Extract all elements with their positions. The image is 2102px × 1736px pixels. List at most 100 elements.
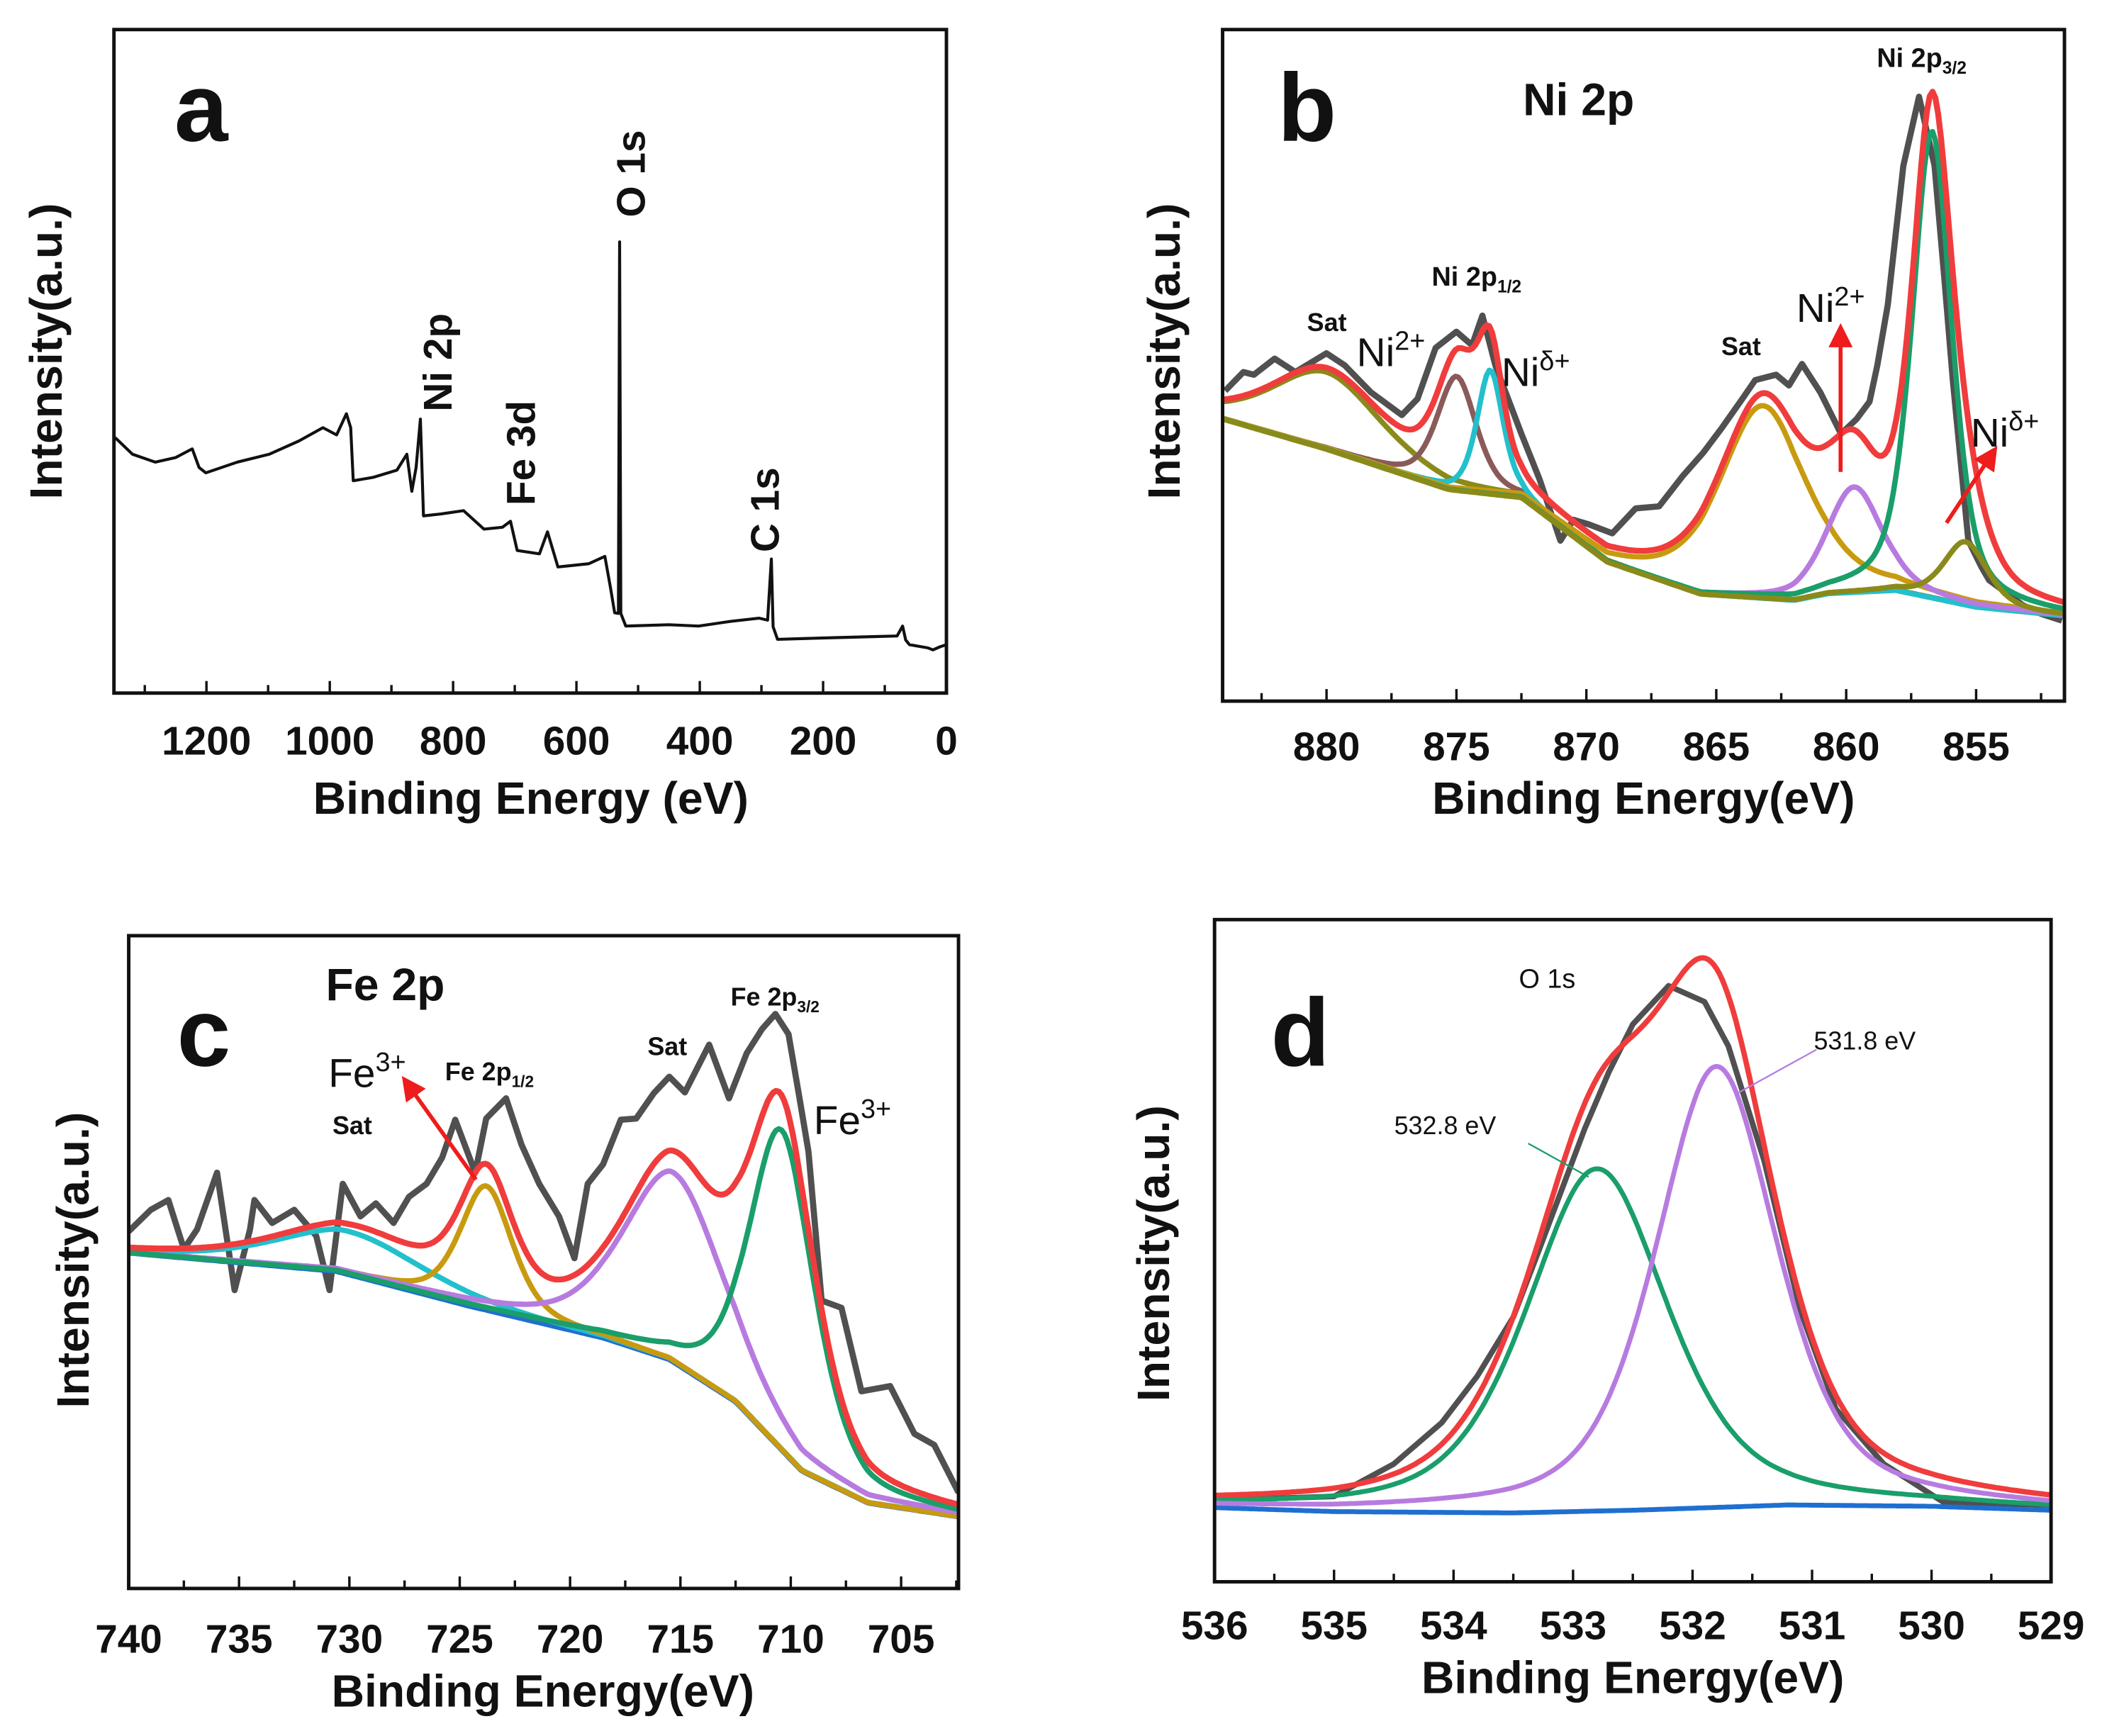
- plot-area-b: [1222, 89, 2065, 624]
- arrow-fe3: [401, 1075, 478, 1181]
- x-tick-label: 532: [1659, 1604, 1726, 1649]
- annotation-fe3-2: Fe3+: [814, 1094, 891, 1143]
- axes-frame-a: [112, 28, 949, 695]
- panel-label-c: c: [177, 978, 231, 1086]
- fit-component-line: [1222, 416, 2065, 617]
- background-line: [1214, 1502, 2052, 1516]
- fit-envelope-line: [1214, 955, 2052, 1499]
- fit-envelope-line: [1222, 89, 2065, 605]
- y-axis-label-a: Intensity(a.u.): [21, 203, 72, 500]
- x-tick-label: 200: [790, 719, 857, 764]
- annotation-sat-c1: Sat: [332, 1111, 372, 1140]
- x-tick-label: 536: [1181, 1604, 1248, 1649]
- x-tick-label: 725: [426, 1618, 493, 1662]
- fit-component-line: [1222, 374, 2065, 619]
- fit-component-line: [1214, 1063, 2052, 1507]
- x-tick-label: 533: [1540, 1604, 1607, 1649]
- annotation-o-1s: O 1s: [610, 130, 654, 217]
- x-tick-label: 800: [420, 719, 487, 764]
- x-axis-label-b: Binding Energy(eV): [1432, 773, 1855, 824]
- raw-spectrum-line: [128, 1011, 959, 1494]
- x-tick-label: 730: [316, 1618, 384, 1662]
- annotation-fe-2p32: Fe 2p3/2: [731, 982, 820, 1015]
- x-tick-label: 530: [1898, 1604, 1965, 1649]
- x-tick-label: 860: [1813, 724, 1880, 769]
- annotation-532-8: 532.8 eV: [1394, 1111, 1497, 1140]
- annotation-ni-2p32: Ni 2p3/2: [1877, 44, 1967, 78]
- annotation-sat-1: Sat: [1307, 308, 1347, 337]
- panel-title-b: Ni 2p: [1523, 74, 1634, 125]
- x-tick-label: 720: [537, 1618, 604, 1662]
- annotation-fe-3d: Fe 3d: [499, 401, 544, 505]
- panel-c: 740 735 730 725 720 715 710 705 c Fe 2p Intensi…: [47, 934, 961, 1716]
- axes-frame-b: [1221, 28, 2067, 703]
- annotation-ni-2p: Ni 2p: [416, 313, 461, 412]
- x-tick-label: 855: [1942, 724, 2010, 769]
- x-tick-label: 715: [647, 1618, 714, 1662]
- x-axis-label-c: Binding Energy(eV): [332, 1665, 754, 1716]
- fit-component-line: [1214, 1166, 2052, 1508]
- y-axis-label-c: Intensity(a.u.): [47, 1112, 99, 1409]
- annotation-fe3-1: Fe3+: [328, 1048, 406, 1097]
- arrow-nid: [1945, 445, 1998, 525]
- x-axis-label-d: Binding Energy(eV): [1421, 1652, 1844, 1703]
- annotation-c-1s: C 1s: [744, 467, 788, 552]
- x-tick-label: 880: [1293, 724, 1360, 769]
- x-tick-label: 400: [666, 719, 734, 764]
- leader-532-8: [1528, 1143, 1589, 1178]
- raw-spectrum-line: [1223, 94, 2063, 624]
- x-ticks-a: 1200 1000 800 600 400 200 0: [143, 681, 958, 764]
- leader-531-8: [1738, 1048, 1817, 1094]
- x-ticks-c: 740 735 730 725 720 715 710 705: [95, 1576, 958, 1662]
- fit-component-line: [128, 1183, 959, 1519]
- x-tick-label: 870: [1553, 724, 1620, 769]
- panel-title-d: O 1s: [1519, 965, 1575, 995]
- x-tick-label: 710: [757, 1618, 824, 1662]
- x-tick-label: 735: [206, 1618, 273, 1662]
- x-tick-label: 529: [2018, 1604, 2085, 1649]
- annotation-ni-2p12: Ni 2p1/2: [1432, 262, 1522, 296]
- x-tick-label: 1000: [285, 719, 374, 764]
- x-tick-label: 600: [543, 719, 610, 764]
- x-tick-label: 705: [868, 1618, 935, 1662]
- annotation-fe-2p12: Fe 2p1/2: [445, 1057, 534, 1090]
- annotation-531-8: 531.8 eV: [1813, 1026, 1916, 1055]
- annotation-ni2-2: Ni2+: [1796, 282, 1865, 331]
- x-tick-label: 1200: [162, 719, 251, 764]
- panel-label-a: a: [174, 54, 229, 162]
- fit-component-line: [1222, 367, 2065, 619]
- raw-spectrum-line: [1214, 982, 2052, 1508]
- y-axis-label-b: Intensity(a.u.): [1139, 203, 1190, 500]
- x-ticks-b: 880 875 870 865 860 855: [1260, 689, 2042, 769]
- x-tick-label: 740: [95, 1618, 162, 1662]
- axes-frame-d: [1212, 917, 2053, 1584]
- plot-area-d: [1214, 955, 2052, 1516]
- survey-spectrum-line: [113, 240, 947, 651]
- fit-component-line: [1222, 416, 2065, 617]
- x-tick-label: 535: [1300, 1604, 1368, 1649]
- annotation-nid-2: Niδ+: [1971, 407, 2040, 456]
- panel-title-c: Fe 2p: [325, 959, 445, 1010]
- plot-area-a: [113, 240, 947, 651]
- x-tick-label: 865: [1683, 724, 1750, 769]
- fit-component-line: [128, 1126, 959, 1512]
- x-tick-label: 875: [1423, 724, 1490, 769]
- x-tick-label: 531: [1779, 1604, 1846, 1649]
- y-axis-label-d: Intensity(a.u.): [1128, 1105, 1179, 1401]
- axes-frame-c: [127, 934, 961, 1591]
- panel-label-b: b: [1278, 54, 1336, 162]
- annotation-ni2-1: Ni2+: [1357, 327, 1426, 376]
- fit-component-line: [1222, 368, 2065, 619]
- annotation-sat-2: Sat: [1721, 332, 1761, 361]
- fit-envelope-line: [128, 1087, 959, 1508]
- panel-a: 1200 1000 800 600 400 200 0 a Intensity(a.u.) …: [21, 28, 958, 824]
- x-tick-label: 0: [935, 719, 958, 764]
- x-ticks-d: 536 535 534 533 532 531 530 529: [1181, 1569, 2085, 1649]
- panel-d: 536 535 534 533 532 531 530 529 d O 1s Intensit…: [1128, 917, 2085, 1703]
- plot-area-c: [128, 1011, 959, 1520]
- panel-b: 880 875 870 865 860 855 b Ni 2p Intensity(a.u…: [1139, 28, 2067, 824]
- annotation-nid-1: Niδ+: [1502, 347, 1570, 396]
- panel-label-d: d: [1271, 978, 1330, 1086]
- x-axis-label-a: Binding Energy (eV): [313, 773, 749, 824]
